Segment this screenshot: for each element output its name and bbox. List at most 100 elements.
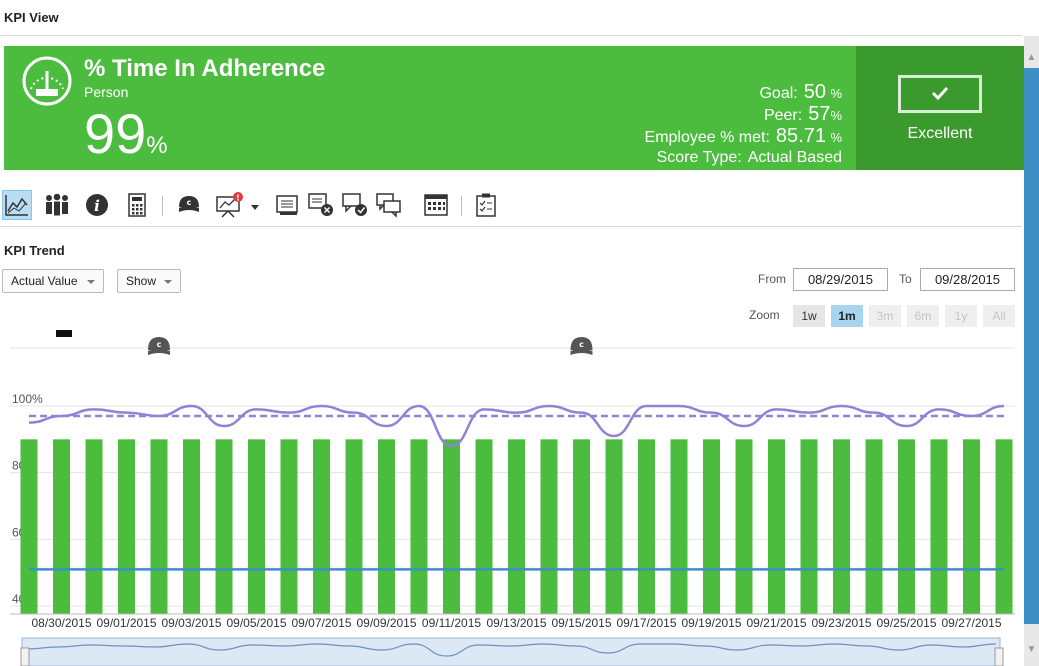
chart-bar[interactable] [118,439,135,614]
scroll-thumb[interactable] [1024,68,1039,624]
gauge-icon [22,56,72,106]
chart-bar[interactable] [150,439,168,614]
x-tick-label: 09/15/2015 [551,616,611,630]
checkmark-icon [931,86,949,101]
to-date-input[interactable]: 09/28/2015 [920,268,1015,291]
chart-bar[interactable] [735,439,753,614]
peer-unit: % [830,108,842,123]
show-dropdown-label: Show [126,274,157,288]
score-panel: Excellent [856,46,1024,170]
presentation-alert-icon[interactable]: ! [214,190,262,220]
chart-bar[interactable] [670,439,688,614]
x-tick-label: 09/01/2015 [96,616,156,630]
chart-bar[interactable] [573,439,590,614]
chart-bar[interactable] [930,439,948,614]
chart-bar[interactable] [475,439,493,614]
x-tick-label: 09/13/2015 [486,616,546,630]
note-cancel-icon[interactable] [306,190,336,220]
score-type-value: Actual Based [747,149,842,166]
zoom-1w-button[interactable]: 1w [793,305,825,327]
navigator-handle-right[interactable] [994,647,1004,666]
navigator-series [25,643,997,657]
score-label: Excellent [907,125,973,142]
coach-marker-brim [570,349,593,355]
info-icon[interactable]: i [82,190,112,220]
peer-label: Peer: [763,107,803,124]
scroll-down-icon[interactable]: ▼ [1026,644,1037,655]
kpi-banner: % Time In Adherence Person 99% Goal: 50 %… [4,46,856,170]
chart-bar[interactable] [833,439,850,614]
chat-icon[interactable] [374,190,404,220]
value-type-dropdown[interactable]: Actual Value [2,269,104,293]
event-flag-marker [56,330,72,337]
peer-stat: Peer: 57% [645,104,842,126]
chart-bar[interactable] [508,439,525,614]
svg-text:c: c [187,198,192,207]
value-line [28,404,1005,448]
x-tick-label: 09/23/2015 [811,616,871,630]
x-tick-label: 09/17/2015 [616,616,676,630]
calculator-icon[interactable] [122,190,152,220]
chart-navigator[interactable] [21,637,1001,666]
chart-bar[interactable] [345,439,363,614]
chart-bar[interactable] [53,439,70,614]
chart-bar[interactable] [898,439,915,614]
coach-icon[interactable]: c [174,190,204,220]
chevron-down-icon [87,280,95,284]
chat-approve-icon[interactable] [340,190,370,220]
chart-bar[interactable] [85,439,103,614]
chart-bar[interactable] [638,439,655,614]
chart-bar[interactable] [865,439,883,614]
scroll-up-icon[interactable]: ▲ [1026,52,1037,63]
kpi-value-unit: % [146,132,168,159]
chart-bar[interactable] [703,439,720,614]
chart-bar[interactable] [963,439,980,614]
chart-bar[interactable] [20,439,38,614]
trend-chart-icon[interactable] [2,190,32,220]
coach-marker-brim [148,349,170,355]
calendar-icon[interactable] [421,190,451,220]
note-icon[interactable] [272,190,302,220]
chart-bar[interactable] [280,439,298,614]
goal-stat: Goal: 50 % [645,82,842,104]
zoom-1m-button[interactable]: 1m [831,305,863,327]
zoom-3m-button: 3m [869,305,901,327]
chart-bar[interactable] [800,439,818,614]
peer-value: 57 [808,103,831,125]
chart-bar[interactable] [313,439,330,614]
kpi-stats: Goal: 50 % Peer: 57% Employee % met: 85.71 … [645,82,842,168]
score-type-label: Score Type: [656,149,742,166]
from-date-input[interactable]: 08/29/2015 [793,268,888,291]
kpi-trend-title: KPI Trend [4,243,65,258]
chart-bar[interactable] [183,439,200,614]
kpi-value: 99% [84,102,168,178]
coach-marker-icon[interactable] [570,337,593,350]
chart-bar[interactable] [540,439,558,614]
kpi-title: % Time In Adherence [84,55,326,82]
clipboard-icon[interactable] [471,190,501,220]
chart-bar[interactable] [248,439,265,614]
kpi-subtitle: Person [84,84,129,100]
kpi-trend-chart[interactable]: 40%60%80%100%cc08/30/201509/01/201509/03… [0,320,1022,666]
team-icon[interactable] [42,190,72,220]
show-dropdown[interactable]: Show [117,269,181,293]
employee-met-stat: Employee % met: 85.71 % [645,126,842,148]
goal-label: Goal: [759,85,798,102]
zoom-all-button: All [983,305,1015,327]
chart-bar[interactable] [768,439,785,614]
coach-marker-icon[interactable] [148,337,170,350]
chart-bar[interactable] [378,439,395,614]
chart-bar[interactable] [410,439,428,614]
chart-bar[interactable] [215,439,233,614]
x-tick-label: 09/27/2015 [941,616,1001,630]
employee-met-label: Employee % met: [644,129,770,146]
chart-bar[interactable] [605,439,623,614]
vertical-scrollbar[interactable]: ▲ ▼ [1024,36,1039,666]
employee-met-unit: % [830,130,842,145]
chart-bar[interactable] [443,439,460,614]
chart-bar[interactable] [995,439,1013,614]
employee-met-value: 85.71 [775,125,826,147]
x-tick-label: 09/25/2015 [876,616,936,630]
navigator-handle-left[interactable] [20,647,30,666]
score-type-stat: Score Type: Actual Based [645,148,842,168]
